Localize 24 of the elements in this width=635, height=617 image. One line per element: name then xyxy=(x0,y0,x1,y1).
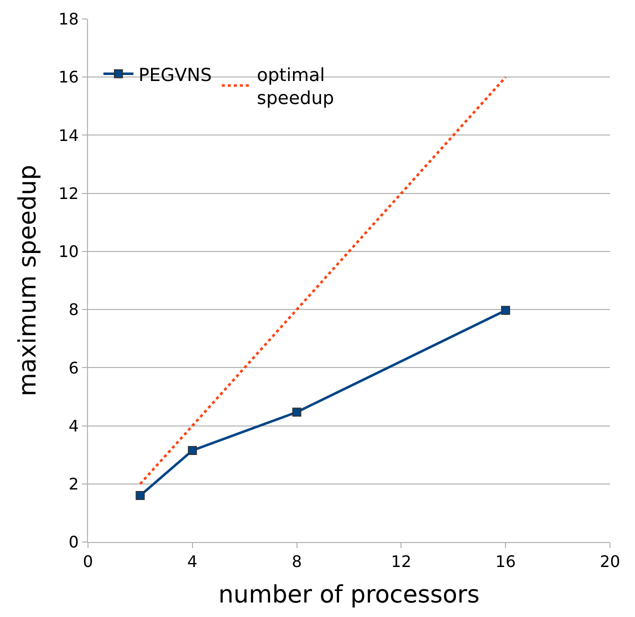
point xyxy=(292,408,302,417)
x-tick-label: 4 xyxy=(187,552,198,572)
legend-label: optimal speedup xyxy=(256,64,334,110)
y-tick-label: 2 xyxy=(68,474,79,494)
y-tick-label: 12 xyxy=(58,184,79,203)
y-tick-label: 14 xyxy=(58,126,79,145)
y-tick-label: 18 xyxy=(58,10,79,29)
point xyxy=(501,306,510,315)
x-tick-label: 8 xyxy=(292,552,302,572)
x-tick-label: 16 xyxy=(495,552,516,572)
point xyxy=(136,491,145,500)
x-tick-label: 12 xyxy=(391,552,412,572)
point xyxy=(188,446,197,455)
y-tick-label: 4 xyxy=(68,416,79,436)
y-axis-title: maximum speedup xyxy=(14,164,42,396)
y-tick-label: 16 xyxy=(58,68,79,87)
y-tick-label: 10 xyxy=(58,242,79,262)
x-tick-label: 0 xyxy=(82,552,94,572)
y-tick-label: 8 xyxy=(68,300,79,320)
y-tick-label: 6 xyxy=(68,358,79,378)
x-axis-title: number of processors xyxy=(218,580,480,608)
legend-label: PEGVNS xyxy=(138,64,212,86)
y-tick-label: 0 xyxy=(68,532,79,552)
x-tick-label: 20 xyxy=(600,552,620,572)
